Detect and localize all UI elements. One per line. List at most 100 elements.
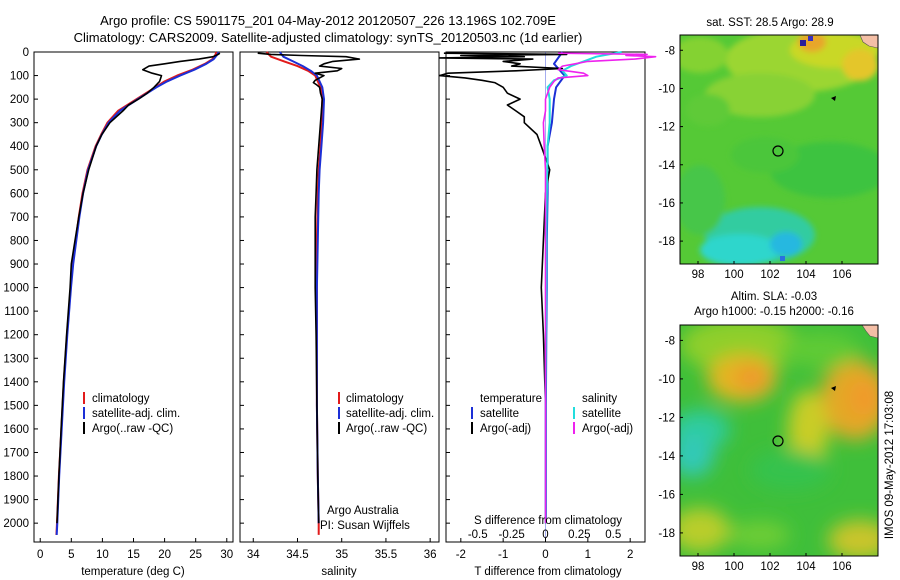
x-tick-label: 34 (247, 549, 260, 561)
depth-tick-label: 800 (10, 235, 29, 247)
s-diff-tick-label: 0.5 (605, 529, 621, 541)
map-y-tick-label: -12 (658, 412, 675, 424)
salinity-panel-frame (239, 51, 440, 543)
x-tick-label: 34.5 (286, 549, 308, 561)
depth-tick-label: 200 (10, 94, 29, 106)
sst-map-field (680, 35, 878, 264)
sla-map-arrow-marker (831, 386, 836, 391)
x-tick-label: -1 (498, 549, 508, 561)
depth-tick-label: 1800 (3, 471, 29, 483)
difference-top-axis-label: S difference from climatology (474, 515, 622, 527)
map-y-tick-label: -16 (658, 198, 675, 210)
legend-label-s-argo: Argo(-adj) (582, 423, 633, 435)
x-tick-label: 1 (585, 549, 591, 561)
series-line-1-2 (257, 52, 361, 524)
series-line-0-0 (55, 51, 218, 535)
series-line-2-2 (544, 51, 622, 524)
map-x-tick-label: 102 (760, 561, 779, 573)
legend-group-salinity: salinity (582, 393, 617, 405)
legend-label-argo: Argo(..raw -QC) (346, 423, 427, 435)
legend-label-t-argo: Argo(-adj) (480, 423, 531, 435)
salinity-legend: climatology satellite-adj. clim. Argo(..… (320, 392, 434, 532)
sst-map-frame (679, 34, 879, 265)
depth-tick-label: 900 (10, 259, 29, 271)
annotation-pi-name: PI: Susan Wijffels (320, 520, 410, 532)
figure-title-line-2: Climatology: CARS2009. Satellite-adjuste… (74, 30, 583, 45)
sla-map-title-line-1: Altim. SLA: -0.03 (731, 291, 817, 303)
map-x-tick-label: 100 (724, 269, 743, 281)
sla-map-frame (679, 324, 879, 557)
x-tick-label: 30 (220, 549, 233, 561)
legend-label-climatology: climatology (346, 393, 404, 405)
series-line-0-2 (56, 52, 221, 524)
map-x-tick-label: 102 (760, 269, 779, 281)
depth-tick-label: 400 (10, 141, 29, 153)
depth-tick-label: 1000 (3, 283, 29, 295)
map-x-tick-label: 98 (692, 269, 705, 281)
map-x-tick-label: 106 (832, 561, 851, 573)
legend-label-satellite: satellite-adj. clim. (346, 408, 434, 420)
s-diff-tick-label: -0.25 (499, 529, 525, 541)
sla-map-title-line-2: Argo h1000: -0.15 h2000: -0.16 (694, 306, 854, 318)
map-x-tick-label: 104 (796, 269, 816, 281)
depth-tick-label: 1900 (3, 495, 29, 507)
temperature-legend: climatology satellite-adj. clim. Argo(..… (83, 392, 180, 435)
legend-label-t-satellite: satellite (480, 408, 519, 420)
map-y-tick-label: -14 (658, 451, 675, 463)
depth-tick-label: 1600 (3, 424, 29, 436)
legend-label-climatology: climatology (92, 393, 150, 405)
imos-timestamp-watermark: IMOS 09-May-2012 17:03:08 (884, 391, 896, 539)
x-tick-label: 36 (424, 549, 437, 561)
s-diff-tick-label: -0.5 (468, 529, 488, 541)
depth-tick-label: 600 (10, 188, 29, 200)
x-tick-label: 2 (627, 549, 633, 561)
sla-map-argo-location-marker (772, 435, 784, 447)
temperature-x-axis-label: temperature (deg C) (81, 566, 185, 578)
map-x-tick-label: 104 (796, 561, 816, 573)
legend-group-temperature: temperature (480, 393, 542, 405)
x-tick-label: 15 (127, 549, 140, 561)
salinity-x-axis-label: salinity (321, 566, 356, 578)
temperature-panel-frame (33, 51, 234, 543)
series-line-2-1 (438, 52, 568, 524)
x-tick-label: 10 (96, 549, 109, 561)
x-tick-label: 0 (37, 549, 43, 561)
depth-tick-label: 1200 (3, 330, 29, 342)
depth-tick-label: 1700 (3, 447, 29, 459)
depth-tick-label: 2000 (3, 518, 29, 530)
map-y-tick-label: -18 (658, 236, 675, 248)
legend-label-satellite: satellite-adj. clim. (92, 408, 180, 420)
x-tick-label: 20 (158, 549, 171, 561)
x-tick-label: 25 (189, 549, 202, 561)
sla-map-field (680, 325, 878, 556)
x-tick-label: 5 (68, 549, 74, 561)
map-y-tick-label: -16 (658, 489, 675, 501)
depth-tick-label: 100 (10, 71, 29, 83)
depth-tick-label: 0 (23, 47, 29, 59)
s-diff-tick-label: 0 (542, 529, 548, 541)
s-diff-tick-label: 0.25 (568, 529, 590, 541)
x-tick-label: -2 (456, 549, 466, 561)
map-x-tick-label: 106 (832, 269, 851, 281)
series-line-2-3 (542, 52, 657, 524)
map-y-tick-label: -8 (665, 335, 675, 347)
depth-tick-label: 300 (10, 118, 29, 130)
depth-tick-label: 1100 (4, 306, 29, 318)
map-y-tick-label: -14 (658, 160, 675, 172)
depth-tick-label: 1400 (3, 377, 29, 389)
map-y-tick-label: -18 (658, 528, 675, 540)
sst-map-title: sat. SST: 28.5 Argo: 28.9 (706, 17, 833, 29)
map-x-tick-label: 98 (692, 561, 705, 573)
sst-map-argo-location-marker (772, 145, 784, 157)
legend-label-s-satellite: satellite (582, 408, 621, 420)
annotation-argo-australia: Argo Australia (327, 505, 399, 517)
depth-tick-label: 500 (10, 165, 29, 177)
sst-map-arrow-marker (831, 96, 836, 101)
depth-tick-label: 1300 (3, 353, 29, 365)
figure-title-line-1: Argo profile: CS 5901175_201 04-May-2012… (100, 13, 556, 28)
series-line-0-1 (55, 51, 220, 535)
map-y-tick-label: -10 (658, 83, 675, 95)
series-line-1-0 (265, 51, 324, 535)
depth-tick-label: 700 (10, 212, 29, 224)
